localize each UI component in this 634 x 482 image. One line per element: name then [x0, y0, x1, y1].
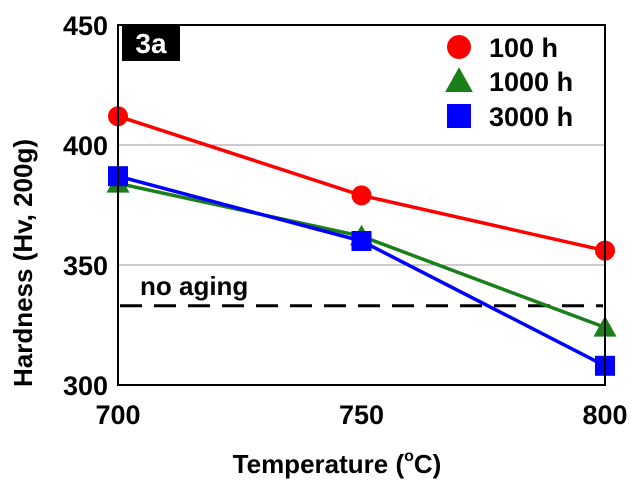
y-tick-label: 400 [63, 131, 108, 161]
legend-marker-3000h [447, 104, 471, 128]
data-point-100h-750 [351, 185, 372, 206]
legend: 100 h 1000 h 3000 h [445, 33, 573, 132]
x-axis-title-degree: o [404, 448, 414, 465]
legend-label-100h: 100 h [489, 33, 558, 63]
series-lines [106, 106, 617, 376]
y-tick-label: 450 [63, 11, 108, 41]
no-aging-label: no aging [140, 271, 248, 301]
legend-marker-1000h [445, 67, 473, 93]
x-axis-title-main: Temperature ( [233, 449, 405, 479]
y-tick-labels: 300 350 400 450 [63, 11, 108, 401]
y-tick-label: 300 [63, 371, 108, 401]
panel-label: 3a [135, 28, 167, 59]
y-tick-label: 350 [63, 251, 108, 281]
plot-frame [117, 24, 606, 386]
x-axis-title: Temperature (oC) [233, 448, 442, 479]
x-tick-label: 800 [582, 400, 627, 430]
legend-marker-100h [447, 35, 471, 59]
grid-lines [118, 144, 605, 266]
panel-label-badge: 3a [122, 25, 180, 61]
x-tick-labels: 700 750 800 [95, 400, 627, 430]
legend-label-3000h: 3000 h [489, 102, 573, 132]
x-axis-title-unit: C) [414, 449, 441, 479]
y-axis-title: Hardness (Hv, 200g) [8, 139, 38, 387]
x-tick-label: 750 [339, 400, 384, 430]
x-tick-label: 700 [95, 400, 140, 430]
legend-label-1000h: 1000 h [489, 67, 573, 97]
data-point-3000h-750 [351, 231, 372, 251]
